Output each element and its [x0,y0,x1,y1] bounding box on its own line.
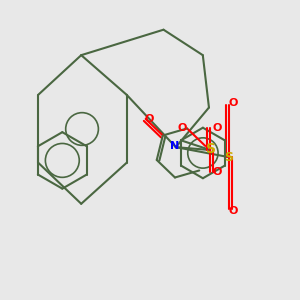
Text: O: O [212,167,221,177]
Text: O: O [228,206,238,216]
Text: S: S [224,151,233,164]
Text: O: O [178,123,187,134]
Text: O: O [228,98,238,108]
Text: O: O [145,114,154,124]
Text: S: S [206,142,216,156]
Text: N: N [170,141,179,151]
Text: O: O [212,123,221,133]
